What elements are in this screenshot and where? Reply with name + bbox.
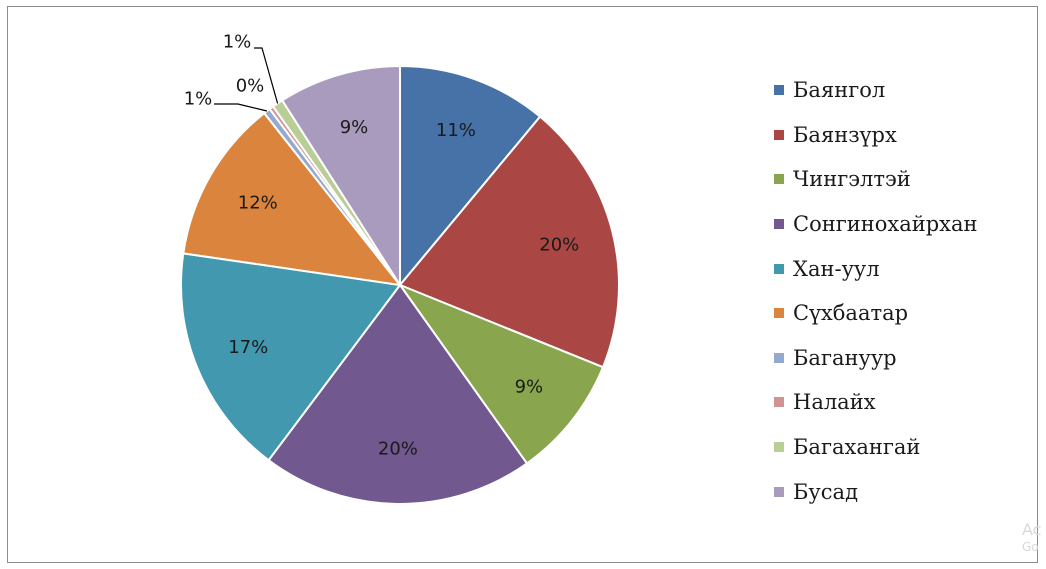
legend-item: Бусад	[774, 469, 978, 514]
legend-swatch	[774, 352, 784, 363]
legend-swatch	[774, 85, 784, 96]
pie-slice	[399, 115, 620, 369]
pie-slice	[180, 252, 401, 462]
legend-label: Багануур	[793, 345, 897, 370]
data-label: 1%	[223, 32, 252, 53]
legend-swatch	[774, 129, 784, 140]
legend-label: Багахангай	[793, 435, 921, 460]
legend-item: Сүхбаатар	[774, 291, 978, 336]
data-label: 17%	[228, 337, 268, 358]
legend-item: Налайх	[774, 380, 978, 425]
legend: Баянгол Баянзүрх Чингэлтэй Сонгинохайрха…	[774, 68, 978, 514]
legend-item: Хан-уул	[774, 246, 978, 291]
legend-item: Сонгинохайрхан	[774, 202, 978, 247]
leader-line	[254, 47, 279, 104]
legend-label: Чингэлтэй	[793, 167, 911, 192]
legend-item: Чингэлтэй	[774, 157, 978, 202]
legend-swatch	[774, 308, 784, 319]
legend-label: Баянзүрх	[793, 122, 897, 147]
legend-swatch	[774, 397, 784, 408]
pie-slice	[182, 112, 401, 286]
legend-label: Хан-уул	[793, 256, 880, 281]
chart-frame	[7, 6, 1038, 563]
watermark-line-1: Ac	[1022, 520, 1042, 539]
legend-swatch	[774, 263, 784, 274]
leader-lines	[214, 47, 279, 112]
legend-label: Сонгинохайрхан	[793, 212, 978, 237]
legend-swatch	[774, 486, 784, 497]
data-label: 12%	[238, 192, 278, 213]
data-label: 20%	[378, 439, 418, 460]
pie-slice	[267, 284, 528, 505]
pie-slice	[399, 284, 604, 465]
legend-item: Багахангай	[774, 425, 978, 470]
data-label: 9%	[515, 376, 544, 397]
legend-item: Баянзүрх	[774, 113, 978, 158]
pie-slice	[281, 65, 401, 286]
data-label: 1%	[184, 89, 213, 110]
legend-item: Багануур	[774, 336, 978, 381]
legend-swatch	[774, 219, 784, 230]
data-label: 11%	[436, 120, 476, 141]
watermark: Ac Go	[1022, 520, 1046, 555]
pie-slice	[399, 65, 542, 286]
watermark-line-2: Go	[1022, 540, 1039, 554]
legend-swatch	[774, 174, 784, 185]
leader-line	[214, 103, 268, 112]
data-label: 0%	[236, 76, 265, 97]
legend-label: Налайх	[793, 390, 876, 415]
legend-swatch	[774, 442, 784, 453]
legend-label: Баянгол	[793, 78, 886, 103]
data-labels: 11% 20% 9% 20% 17% 12% 1% 0% 1% 9%	[184, 32, 580, 460]
legend-label: Бусад	[793, 479, 858, 504]
data-label: 9%	[340, 117, 369, 138]
legend-item: Баянгол	[774, 68, 978, 113]
pie-slices	[180, 65, 620, 505]
legend-label: Сүхбаатар	[793, 301, 909, 326]
data-label: 20%	[539, 235, 579, 256]
